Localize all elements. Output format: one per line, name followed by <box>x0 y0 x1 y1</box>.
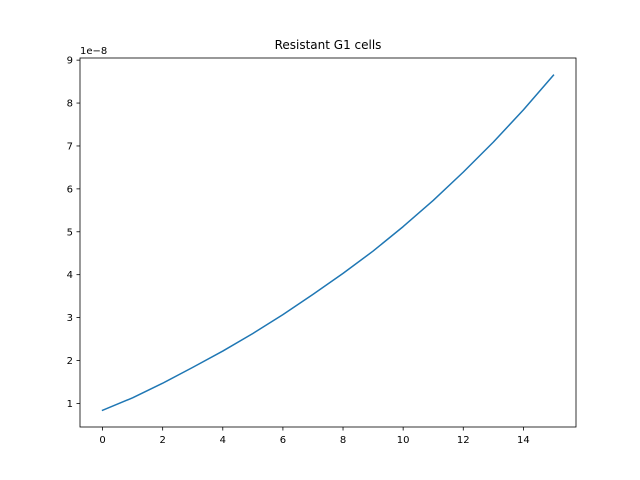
y-tick-label: 7 <box>67 141 73 152</box>
x-tick-label: 6 <box>280 435 286 446</box>
x-tick-label: 0 <box>99 435 105 446</box>
axes-frame <box>79 57 577 428</box>
x-tick-label: 10 <box>397 435 410 446</box>
y-tick-label: 9 <box>67 56 73 67</box>
x-tick-label: 12 <box>457 435 470 446</box>
series-line-0 <box>101 74 555 412</box>
y-tick-label: 3 <box>67 313 73 324</box>
x-tick-label: 4 <box>220 435 226 446</box>
y-tick-label: 5 <box>67 227 73 238</box>
y-tick-label: 1 <box>67 399 73 410</box>
x-tick-label: 8 <box>340 435 346 446</box>
y-tick-label: 2 <box>67 356 73 367</box>
x-tick-label: 14 <box>517 435 530 446</box>
y-axis-offset-label: 1e−8 <box>80 46 107 57</box>
x-tick-label: 2 <box>159 435 165 446</box>
y-tick-label: 6 <box>67 184 73 195</box>
chart-title: Resistant G1 cells <box>275 38 382 52</box>
y-tick-label: 8 <box>67 99 73 110</box>
y-tick-label: 4 <box>67 270 73 281</box>
